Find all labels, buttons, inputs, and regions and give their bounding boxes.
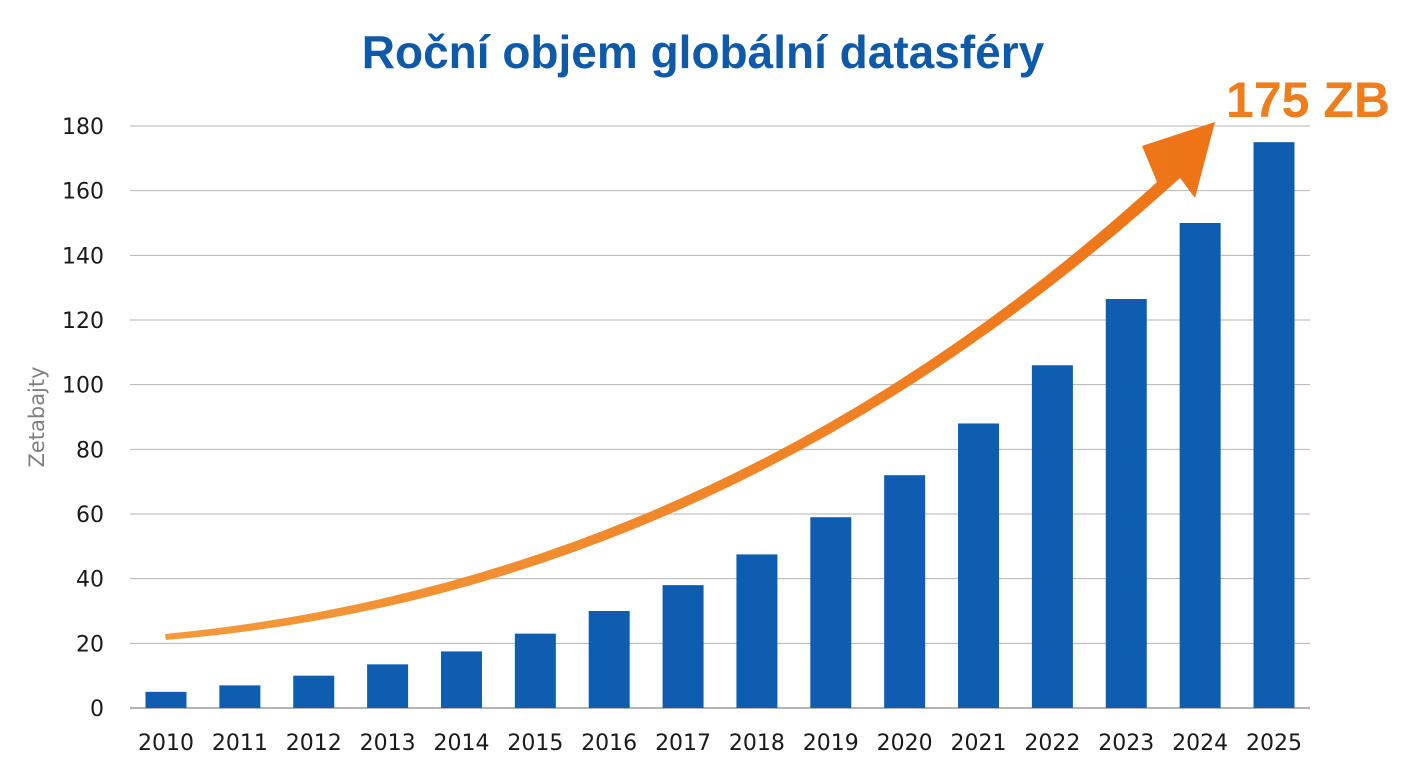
y-tick-label: 40 [76, 568, 104, 593]
x-tick-label: 2014 [433, 731, 489, 756]
x-tick-label: 2012 [286, 731, 342, 756]
x-tick-label: 2024 [1172, 731, 1228, 756]
y-tick-label: 160 [62, 180, 104, 205]
bar-2024 [1179, 223, 1221, 708]
bar-2011 [219, 685, 261, 708]
x-tick-label: 2023 [1098, 731, 1154, 756]
total-callout: 175 ZB [1226, 72, 1390, 128]
y-tick-label: 120 [62, 309, 104, 334]
y-tick-label: 60 [76, 503, 104, 528]
bar-2025 [1253, 142, 1295, 708]
bar-2013 [367, 664, 409, 708]
x-tick-label: 2025 [1246, 731, 1302, 756]
chart-title: Roční objem globální datasféry [362, 26, 1045, 78]
x-tick-label: 2022 [1024, 731, 1080, 756]
x-tick-label: 2017 [655, 731, 711, 756]
x-tick-label: 2016 [581, 731, 637, 756]
bar-2022 [1031, 365, 1073, 708]
y-tick-label: 140 [62, 244, 104, 269]
y-tick-label: 100 [62, 374, 104, 399]
x-tick-label: 2013 [360, 731, 416, 756]
bar-2010 [145, 691, 187, 708]
x-tick-label: 2011 [212, 731, 268, 756]
bar-2021 [958, 423, 1000, 708]
gridlines [130, 125, 1310, 709]
x-tick-label: 2019 [803, 731, 859, 756]
bar-2018 [736, 554, 778, 708]
y-tick-label: 20 [76, 632, 104, 657]
bar-2015 [514, 633, 556, 708]
bar-2023 [1105, 298, 1147, 708]
bar-2020 [884, 475, 926, 708]
bar-2014 [440, 651, 482, 708]
x-tick-label: 2015 [507, 731, 563, 756]
x-tick-label: 2020 [877, 731, 933, 756]
y-tick-label: 80 [76, 438, 104, 463]
bars [145, 142, 1295, 708]
x-axis-ticks: 2010 2011 2012 2013 2014 2015 2016 2017 2018 2019… [138, 731, 1302, 756]
x-tick-label: 2021 [951, 731, 1007, 756]
bar-2016 [588, 611, 630, 708]
y-axis-ticks: 0 20 40 60 80 100 120 140 160 180 [62, 115, 104, 722]
y-tick-label: 0 [90, 697, 104, 722]
bar-2012 [293, 675, 335, 708]
y-axis-label: Zetabajty [25, 366, 49, 467]
x-tick-label: 2018 [729, 731, 785, 756]
y-tick-label: 180 [62, 115, 104, 140]
bar-2017 [662, 585, 704, 708]
bar-2019 [810, 517, 852, 708]
x-tick-label: 2010 [138, 731, 194, 756]
